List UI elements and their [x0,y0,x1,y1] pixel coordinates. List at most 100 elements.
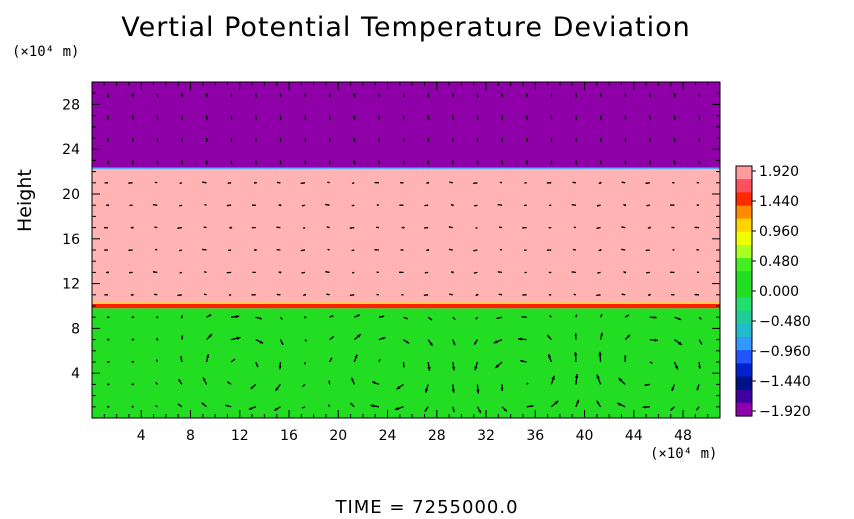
wind-vector-head [406,340,409,344]
wind-vector-head [350,402,353,406]
heatmap-band-1 [92,303,720,309]
wind-vector-head [451,204,454,207]
y-tick-label: 12 [62,277,80,293]
wind-vector-head [575,314,577,316]
wind-vector-head [546,182,549,184]
wind-vector-head [353,117,356,120]
wind-vector-head [670,204,672,206]
wind-vector-head [279,162,282,165]
wind-vector-field [103,93,703,414]
wind-vector-head [129,271,131,274]
wind-vector-head [276,293,279,296]
wind-vector-head [228,294,230,296]
wind-vector-head [449,293,451,296]
wind-vector-head [495,364,500,368]
wind-vector-head [328,404,330,406]
colorbar-label: 0.000 [759,284,799,300]
wind-vector-head [573,294,575,295]
wind-vector-head [276,181,279,184]
wind-vector-head [250,386,254,389]
wind-vector-head [370,404,375,408]
wind-vector-head [648,226,651,229]
wind-vector-head [279,140,282,143]
wind-vector-head [349,294,352,297]
wind-vector-head [596,374,600,379]
wind-vector-head [248,406,253,410]
wind-vector-head [104,182,107,184]
wind-vector-head [155,405,157,407]
wind-vector-head [575,140,577,143]
wind-vector-head [621,226,624,228]
wind-vector-head [349,227,352,229]
wind-vector-head [107,316,110,319]
wind-vector-head [156,359,158,361]
wind-vector-head [353,140,356,143]
colorbar-segment [736,310,752,325]
wind-vector-head [378,117,380,120]
wind-vector-head [107,405,110,408]
wind-vector-head [381,315,385,318]
wind-vector-head [424,272,427,274]
colorbar-segment [736,271,752,286]
wind-vector-head [475,318,477,320]
wind-vector-head [550,140,553,143]
colorbar-segment [736,363,752,378]
wind-vector-head [523,249,526,251]
wind-vector-head [644,383,647,387]
wind-vector-head [698,162,701,165]
wind-vector-head [574,333,578,336]
wind-vector-head [351,249,353,251]
heatmap-bands [92,82,720,418]
wind-vector-head [304,316,307,319]
wind-vector-head [325,203,328,206]
wind-vector-head [476,140,479,143]
wind-vector-head [403,117,405,120]
x-tick-label: 12 [231,428,249,444]
wind-vector-head [402,226,405,229]
wind-vector-head [181,162,183,165]
wind-vector-head [331,336,334,339]
wind-vector-head [156,95,159,98]
colorbar-label: 0.480 [759,254,799,270]
wind-vector-head [696,204,698,206]
wind-vector-head [504,408,507,412]
colorbar-segment [736,166,752,180]
wind-vector-head [526,117,528,120]
wind-vector-head [351,182,354,184]
wind-vector-head [424,204,427,207]
wind-vector-head [178,379,181,382]
wind-vector-head [399,204,402,206]
wind-vector-head [304,117,307,120]
wind-vector-head [596,294,599,297]
wind-vector-head [694,226,697,229]
wind-vector-head [452,162,454,165]
wind-vector-head [696,182,698,184]
colorbar-segment [736,258,752,272]
wind-vector-head [251,226,254,229]
wind-vector-head [698,140,701,143]
wind-vector-head [208,333,213,338]
wind-vector-head [696,249,698,251]
wind-vector-head [181,117,183,120]
wind-vector-head [255,140,257,143]
wind-vector-head [154,226,156,228]
wind-vector-head [524,272,526,273]
wind-vector-head [278,366,282,370]
wind-vector-head [304,363,306,365]
colorbar-segment [736,402,752,417]
wind-vector-head [424,388,429,393]
y-axis: 4 8 12 16 20 24 28 [62,92,720,408]
wind-vector-head [673,162,676,165]
wind-vector-head [500,388,504,391]
wind-vector-head [550,117,553,120]
wind-vector-head [280,342,284,345]
wind-vector-head [600,117,602,120]
wind-vector-head [201,402,205,406]
wind-vector-head [549,315,551,317]
wind-vector-head [107,117,110,120]
y-tick-label: 8 [71,321,80,337]
wind-vector-head [354,354,358,359]
wind-vector-head [227,182,230,184]
wind-vector-head [177,227,180,229]
wind-vector-head [624,140,627,143]
